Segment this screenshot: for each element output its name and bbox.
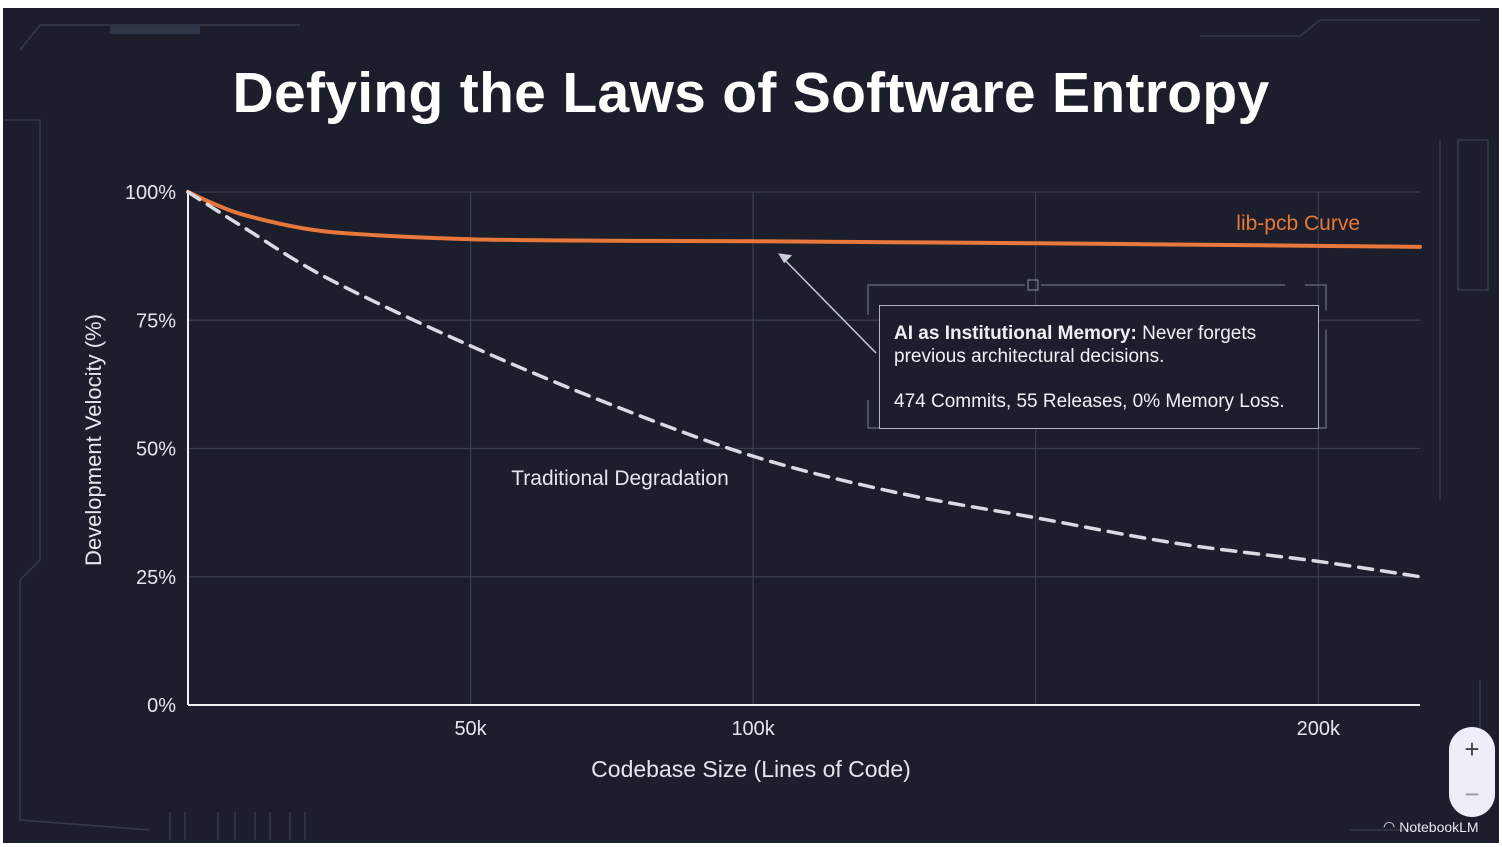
labels: 0% 25% 50% 75% 100% 50k 100k 200k Codebase Size … <box>81 182 1360 782</box>
annotation-box: AI as Institutional Memory: Never forget… <box>879 305 1319 429</box>
slide: 0% 25% 50% 75% 100% 50k 100k 200k Codebase Size … <box>3 8 1499 843</box>
y-axis-label: Development Velocity (%) <box>81 314 106 566</box>
notebooklm-icon: ◠ <box>1383 818 1396 834</box>
annotation-stats: 474 Commits, 55 Releases, 0% Memory Loss… <box>894 391 1285 412</box>
zoom-in-button[interactable]: + <box>1464 734 1480 764</box>
x-tick-label: 100k <box>731 718 775 740</box>
annotation-frame-decoration <box>867 284 1327 429</box>
page-title: Defying the Laws of Software Entropy <box>232 61 1270 125</box>
series-label-lib-pcb: lib-pcb Curve <box>1236 212 1360 235</box>
series-line-traditional <box>186 190 1422 579</box>
arrowhead-icon <box>778 253 793 264</box>
annotation-arrow <box>781 256 877 354</box>
chart: 0% 25% 50% 75% 100% 50k 100k 200k Codebase Size … <box>5 19 1489 840</box>
x-tick-label: 50k <box>454 718 487 740</box>
zoom-out-button[interactable]: − <box>1464 779 1480 809</box>
frame-node-icon <box>1027 279 1039 291</box>
series-label-traditional: Traditional Degradation <box>511 467 729 490</box>
axes <box>187 192 1420 706</box>
y-tick-label: 0% <box>147 695 176 717</box>
x-tick-label: 200k <box>1297 718 1341 740</box>
brand-logo: ◠ NotebookLM <box>1383 818 1479 835</box>
series <box>186 190 1422 579</box>
y-tick-label: 50% <box>136 439 176 461</box>
x-axis-label: Codebase Size (Lines of Code) <box>591 756 911 782</box>
circuit-decoration <box>5 19 1489 840</box>
annotation-body: Never forgets previous architectural dec… <box>894 323 1257 367</box>
grid <box>188 191 1420 705</box>
brand-name: NotebookLM <box>1399 818 1479 835</box>
y-tick-label: 25% <box>136 567 176 589</box>
annotation-heading: AI as Institutional Memory: <box>894 323 1137 344</box>
zoom-control: + − <box>1449 727 1495 817</box>
y-tick-label: 100% <box>125 182 176 204</box>
series-line-lib-pcb <box>186 190 1422 249</box>
annotation-text: AI as Institutional Memory: Never forget… <box>894 322 1304 368</box>
y-tick-label: 75% <box>136 310 176 332</box>
